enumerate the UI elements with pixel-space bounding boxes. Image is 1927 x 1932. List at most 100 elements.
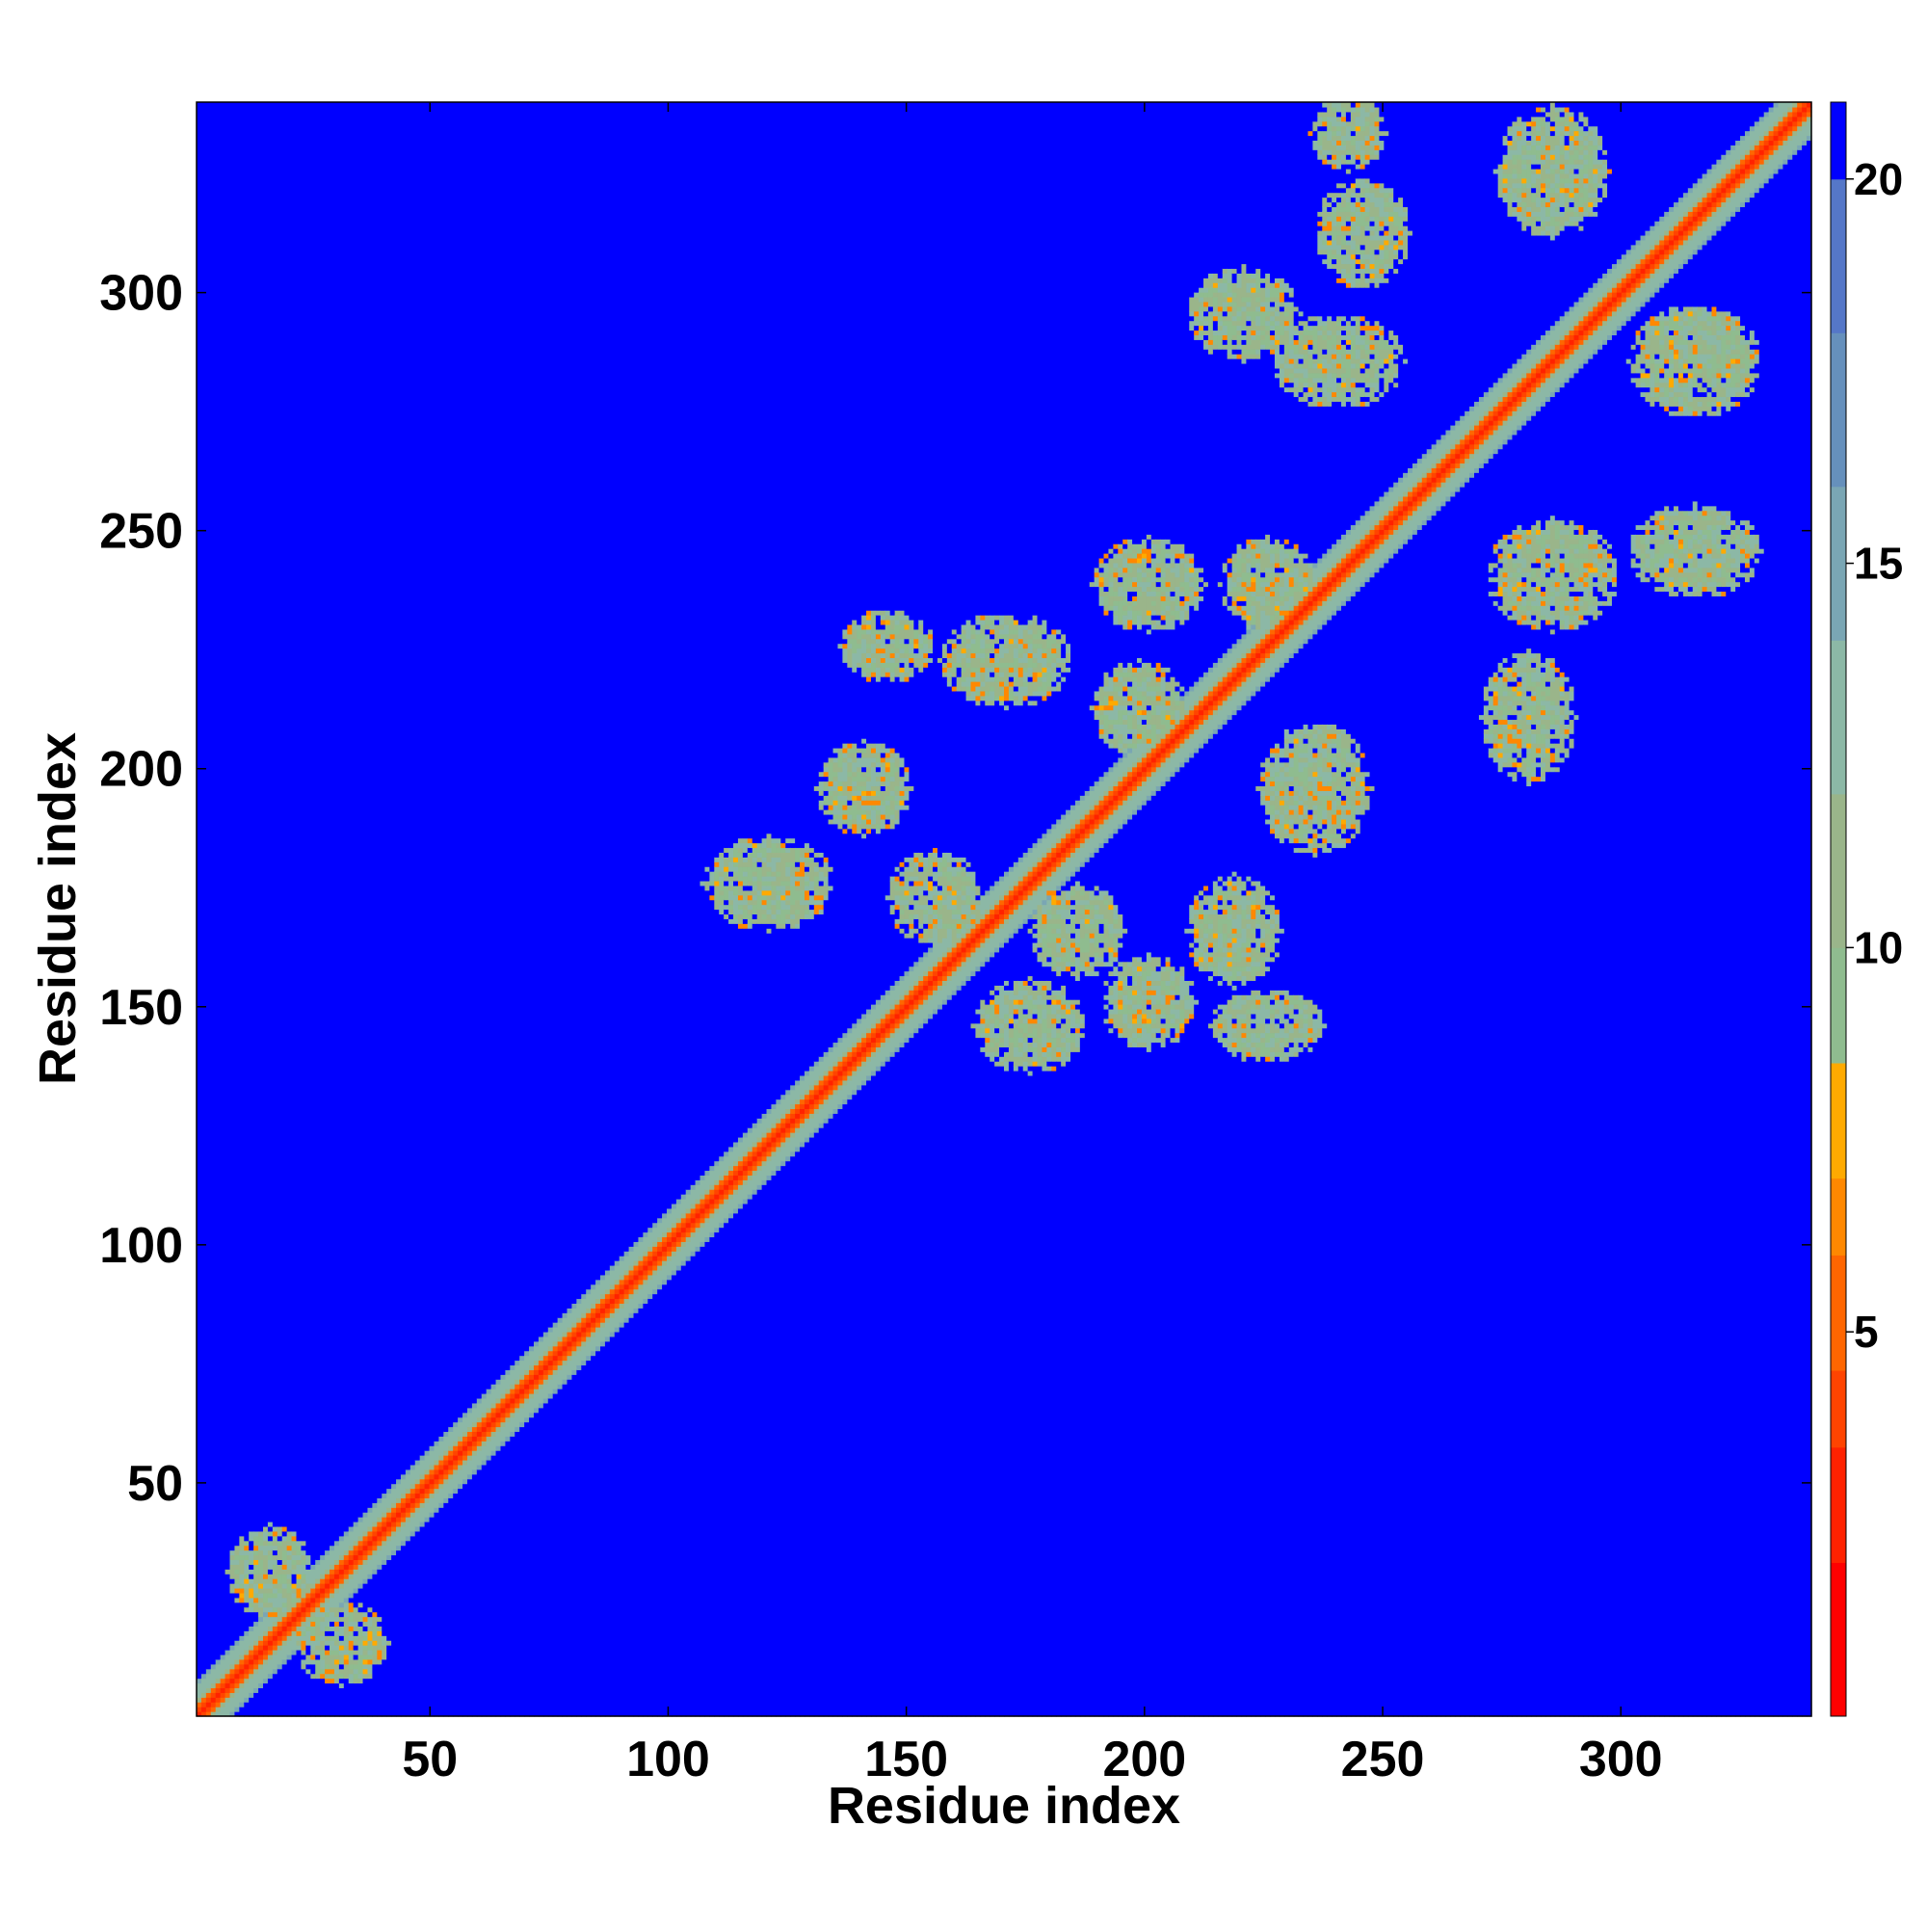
heatmap-cell	[1084, 861, 1091, 891]
heatmap-cell	[453, 1421, 459, 1428]
heatmap-cell	[776, 847, 781, 853]
heatmap-cell	[391, 1530, 397, 1537]
heatmap-cell	[866, 643, 872, 649]
heatmap-cell	[1103, 571, 1110, 578]
heatmap-cell	[790, 842, 796, 849]
heatmap-cell	[985, 1037, 990, 1044]
heatmap-cell	[1032, 928, 1039, 934]
heatmap-cell	[234, 1707, 240, 1712]
heatmap-cell	[1118, 823, 1123, 830]
heatmap-cell	[258, 1658, 264, 1665]
heatmap-cell	[894, 909, 901, 919]
heatmap-cell	[1017, 1008, 1024, 1015]
heatmap-cell	[870, 743, 877, 749]
heatmap-cell	[941, 643, 948, 649]
heatmap-cell	[1013, 1066, 1019, 1072]
heatmap-cell	[747, 842, 753, 849]
heatmap-cell	[1004, 615, 1010, 625]
heatmap-cell	[333, 1574, 340, 1579]
heatmap-cell	[999, 615, 1005, 625]
heatmap-cell	[747, 1170, 753, 1176]
heatmap-cell	[990, 633, 995, 640]
heatmap-cell	[923, 909, 929, 915]
heatmap-cell	[852, 672, 858, 744]
heatmap-cell	[847, 771, 853, 778]
heatmap-cell	[980, 928, 986, 934]
heatmap-cell	[623, 1256, 630, 1271]
heatmap-cell	[495, 1412, 502, 1418]
heatmap-cell	[870, 795, 877, 801]
heatmap-cell	[737, 1175, 744, 1180]
heatmap-cell	[1046, 1008, 1052, 1015]
heatmap-cell	[567, 1327, 573, 1333]
heatmap-cell	[733, 1175, 739, 1180]
heatmap-cell	[913, 876, 919, 882]
heatmap-cell	[348, 1564, 355, 1570]
heatmap-cell	[918, 956, 924, 963]
heatmap-cell	[804, 880, 810, 887]
heatmap-cell	[667, 1274, 673, 1281]
heatmap-cell	[909, 857, 914, 862]
heatmap-cell	[771, 1141, 777, 1148]
heatmap-cell	[609, 1303, 616, 1309]
heatmap-cell	[244, 1658, 250, 1665]
heatmap-cell	[923, 923, 929, 929]
heatmap-cell	[857, 1089, 862, 1717]
heatmap-cell	[1042, 1032, 1047, 1047]
heatmap-cell	[500, 1412, 507, 1418]
heatmap-cell	[1013, 928, 1019, 934]
heatmap-cell	[215, 1658, 222, 1665]
heatmap-cell	[1027, 994, 1034, 1000]
heatmap-cell	[1098, 795, 1105, 801]
heatmap-cell	[861, 1018, 867, 1034]
heatmap-cell	[538, 102, 544, 1337]
heatmap-cell	[1027, 638, 1034, 645]
heatmap-cell	[894, 876, 901, 882]
heatmap-cell	[690, 1231, 697, 1238]
heatmap-cell	[808, 1108, 815, 1114]
heatmap-cell	[937, 861, 943, 872]
heatmap-cell	[1122, 628, 1128, 668]
heatmap-cell	[400, 1512, 407, 1518]
heatmap-cell	[899, 980, 906, 995]
heatmap-cell	[1122, 690, 1128, 697]
heatmap-cell	[1098, 805, 1105, 810]
heatmap-cell	[1118, 966, 1123, 972]
heatmap-cell	[1042, 1018, 1047, 1034]
heatmap-cell	[776, 876, 781, 887]
heatmap-cell	[771, 923, 777, 1105]
heatmap-cell	[1051, 667, 1057, 673]
heatmap-cell	[1094, 933, 1100, 948]
heatmap-cell	[253, 1654, 259, 1660]
heatmap-cell	[1042, 833, 1047, 839]
heatmap-cell	[604, 1308, 611, 1313]
heatmap-cell	[899, 861, 906, 867]
heatmap-cell	[619, 1293, 625, 1300]
heatmap-cell	[756, 102, 763, 844]
heatmap-cell	[1008, 1061, 1015, 1717]
heatmap-cell	[894, 818, 901, 825]
heatmap-cell	[1098, 941, 1105, 948]
heatmap-cell	[961, 966, 967, 981]
heatmap-cell	[913, 933, 919, 963]
heatmap-cell	[970, 638, 977, 645]
heatmap-cell	[852, 619, 858, 625]
heatmap-cell	[800, 1141, 805, 1148]
heatmap-cell	[1061, 861, 1067, 867]
heatmap-cell	[1070, 938, 1076, 943]
heatmap-cell	[1070, 102, 1076, 806]
heatmap-cell	[1061, 833, 1067, 839]
heatmap-cell	[667, 1256, 673, 1261]
heatmap-cell	[1066, 809, 1071, 815]
heatmap-cell	[320, 1601, 326, 1608]
heatmap-cell	[1017, 889, 1024, 896]
heatmap-cell	[1108, 1018, 1114, 1024]
heatmap-cell	[1108, 833, 1114, 839]
heatmap-cell	[286, 1583, 293, 1594]
heatmap-cell	[1089, 852, 1095, 858]
heatmap-cell	[875, 1037, 882, 1044]
heatmap-cell	[1108, 571, 1114, 578]
heatmap-cell	[1027, 695, 1034, 701]
heatmap-cell	[239, 1549, 245, 1556]
heatmap-cell	[884, 994, 891, 1010]
